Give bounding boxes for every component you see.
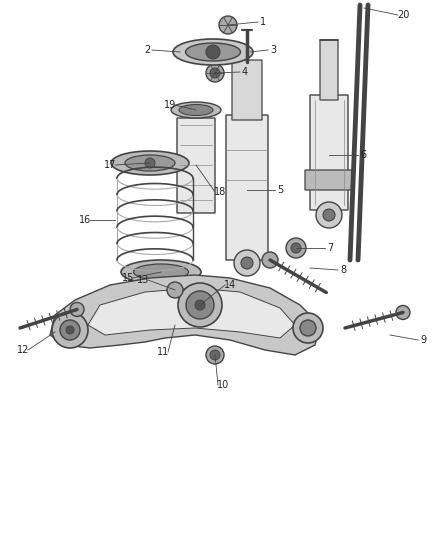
Ellipse shape	[179, 104, 213, 116]
Text: 1: 1	[260, 17, 266, 27]
Text: 4: 4	[242, 67, 248, 77]
Text: 20: 20	[397, 10, 409, 20]
Text: 11: 11	[157, 347, 169, 357]
Circle shape	[145, 158, 155, 168]
Circle shape	[210, 350, 220, 360]
FancyBboxPatch shape	[320, 40, 338, 100]
Polygon shape	[50, 275, 320, 355]
Text: 12: 12	[17, 345, 29, 355]
Text: 15: 15	[122, 273, 134, 283]
Circle shape	[219, 16, 237, 34]
Circle shape	[234, 250, 260, 276]
Text: 16: 16	[79, 215, 91, 225]
Circle shape	[300, 320, 316, 336]
Circle shape	[206, 64, 224, 82]
FancyBboxPatch shape	[177, 118, 215, 213]
Text: 19: 19	[164, 100, 176, 110]
FancyBboxPatch shape	[310, 95, 348, 210]
Text: 13: 13	[137, 275, 149, 285]
Circle shape	[186, 291, 214, 319]
Circle shape	[60, 320, 80, 340]
Circle shape	[206, 346, 224, 364]
Circle shape	[396, 305, 410, 319]
Text: 8: 8	[340, 265, 346, 275]
Circle shape	[70, 302, 84, 317]
Text: 7: 7	[327, 243, 333, 253]
Text: 14: 14	[224, 280, 236, 290]
Circle shape	[167, 282, 183, 298]
Circle shape	[291, 243, 301, 253]
Ellipse shape	[121, 260, 201, 284]
Text: 2: 2	[144, 45, 150, 55]
Text: 9: 9	[420, 335, 426, 345]
Ellipse shape	[171, 102, 221, 118]
Circle shape	[262, 252, 278, 268]
Circle shape	[206, 45, 220, 59]
Circle shape	[286, 238, 306, 258]
Circle shape	[195, 300, 205, 310]
Ellipse shape	[125, 155, 175, 171]
Text: 10: 10	[217, 380, 229, 390]
Ellipse shape	[186, 43, 240, 61]
FancyBboxPatch shape	[232, 60, 262, 120]
Text: 6: 6	[360, 150, 366, 160]
Polygon shape	[88, 288, 295, 338]
Circle shape	[293, 313, 323, 343]
Text: 17: 17	[104, 160, 116, 170]
Text: 5: 5	[277, 185, 283, 195]
Ellipse shape	[111, 151, 189, 175]
Circle shape	[241, 257, 253, 269]
Circle shape	[52, 312, 88, 348]
Circle shape	[178, 283, 222, 327]
Text: 18: 18	[214, 187, 226, 197]
Ellipse shape	[134, 264, 188, 280]
FancyBboxPatch shape	[226, 115, 268, 260]
Circle shape	[316, 202, 342, 228]
Circle shape	[66, 326, 74, 334]
Text: 3: 3	[270, 45, 276, 55]
Circle shape	[323, 209, 335, 221]
FancyBboxPatch shape	[305, 170, 353, 190]
Ellipse shape	[173, 39, 253, 65]
Circle shape	[210, 68, 220, 78]
